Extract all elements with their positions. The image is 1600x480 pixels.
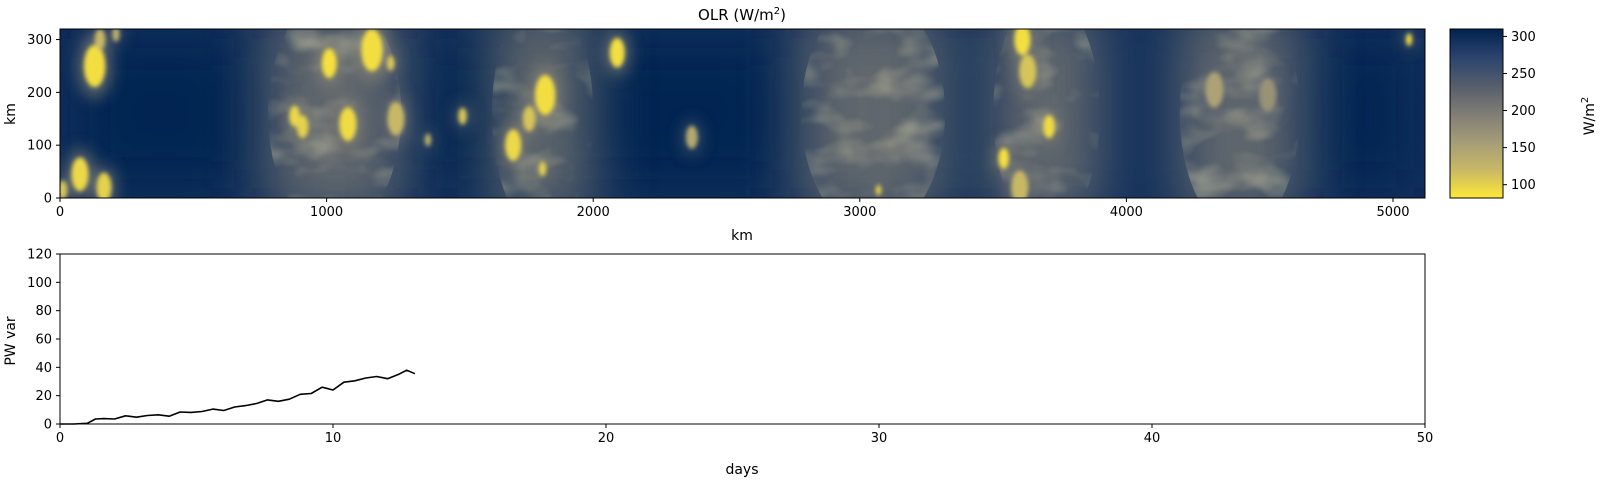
line-y-label: PW var (3, 316, 19, 366)
line-x-ticks: 0 10 20 30 40 50 (56, 424, 1433, 446)
line-frame (59, 253, 1426, 425)
convective-cell (1405, 33, 1413, 46)
colorbar-tick-label: 250 (1511, 67, 1536, 82)
convective-cell (1014, 29, 1031, 56)
convective-cell (339, 107, 357, 141)
convective-cell (522, 106, 536, 132)
clear-band (426, 39, 782, 188)
line-panel: 0 10 20 30 40 50 0 20 40 60 80 100 120 days PW var (3, 248, 1433, 479)
convective-cell (538, 161, 547, 177)
convective-cell (505, 129, 522, 162)
line-x-tick-label: 10 (325, 431, 342, 446)
convective-cell (458, 107, 467, 125)
convective-cell (609, 37, 625, 68)
heatmap-x-ticks: 0 1000 2000 3000 4000 5000 (56, 198, 1410, 220)
colorbar-scale (1449, 28, 1504, 199)
convective-cell (96, 172, 112, 198)
line-x-tick-label: 0 (56, 431, 64, 446)
convective-cell (1011, 170, 1029, 198)
convective-cell (289, 105, 300, 127)
line-x-tick-label: 40 (1144, 431, 1161, 446)
heatmap-y-tick-label: 300 (27, 33, 52, 48)
line-y-tick-label: 60 (35, 333, 52, 348)
heatmap-x-tick-label: 4000 (1110, 205, 1143, 220)
heatmap-x-tick-label: 5000 (1376, 205, 1409, 220)
line-x-tick-label: 50 (1417, 431, 1434, 446)
heatmap-y-ticks: 0 100 200 300 (27, 33, 60, 207)
clear-band (1333, 39, 1405, 188)
colorbar: 100 150 200 250 300 W/m2 (1449, 28, 1598, 199)
line-x-tick-label: 30 (871, 431, 888, 446)
convective-cell (71, 157, 89, 192)
clear-band (959, 39, 974, 188)
colorbar-ticks: 100 150 200 250 300 (1503, 30, 1536, 193)
line-y-tick-label: 120 (27, 248, 52, 263)
convective-cell (535, 74, 556, 116)
convective-cell (112, 29, 120, 42)
heatmap-x-tick-label: 0 (56, 205, 64, 220)
colorbar-label: W/m2 (1580, 97, 1598, 136)
heatmap-x-label: km (731, 228, 753, 244)
convective-cell (83, 44, 106, 88)
convective-cell (387, 101, 405, 136)
cloud-texture-band (1179, 29, 1300, 198)
convective-cell (1259, 78, 1277, 112)
colorbar-tick-label: 200 (1511, 104, 1536, 119)
clear-regions (80, 39, 1405, 188)
pw-var-line (60, 369, 416, 425)
convective-cell (296, 115, 309, 139)
heatmap-frame (59, 28, 1426, 199)
line-y-ticks: 0 20 40 60 80 100 120 (27, 248, 60, 433)
convective-cell (875, 184, 882, 196)
line-x-label: days (725, 462, 758, 478)
convective-cell (998, 147, 1010, 169)
convective-cell (321, 48, 337, 79)
heatmap-y-tick-label: 0 (44, 192, 52, 207)
cell-cores (60, 29, 1413, 198)
heatmap-x-tick-label: 3000 (843, 205, 876, 220)
line-y-tick-label: 0 (44, 418, 52, 433)
heatmap-x-tick-label: 1000 (310, 205, 343, 220)
convective-cell (424, 133, 432, 147)
line-y-tick-label: 100 (27, 276, 52, 291)
chart-title: OLR (W/m2) (698, 6, 786, 24)
colorbar-tick-label: 300 (1511, 30, 1536, 45)
cloud-texture-band (801, 29, 946, 198)
line-series-group (60, 369, 416, 425)
convective-cell (94, 29, 106, 51)
colorbar-tick-label: 150 (1511, 141, 1536, 156)
line-x-tick-label: 20 (598, 431, 615, 446)
heatmap-y-label: km (3, 103, 19, 125)
convective-cell (1019, 54, 1037, 89)
convective-cell (1043, 115, 1055, 139)
heatmap-panel: OLR (W/m2) 0 1000 2000 3000 4000 5000 0 100 200… (3, 6, 1426, 244)
convective-cell (685, 125, 698, 149)
convective-cell (1205, 71, 1224, 108)
colorbar-tick-label: 100 (1511, 178, 1536, 193)
heatmap-y-tick-label: 100 (27, 139, 52, 154)
line-y-tick-label: 20 (35, 389, 52, 404)
convective-cell (361, 29, 383, 72)
line-y-tick-label: 80 (35, 304, 52, 319)
heatmap-field (60, 29, 1425, 198)
convective-cell (60, 180, 68, 198)
line-y-tick-label: 40 (35, 361, 52, 376)
heatmap-x-tick-label: 2000 (577, 205, 610, 220)
convective-cell (386, 55, 395, 71)
heatmap-y-tick-label: 200 (27, 86, 52, 101)
